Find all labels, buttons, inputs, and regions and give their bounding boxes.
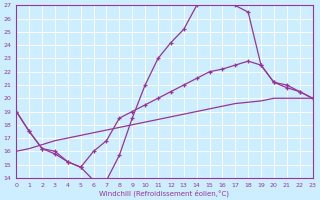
- X-axis label: Windchill (Refroidissement éolien,°C): Windchill (Refroidissement éolien,°C): [100, 189, 229, 197]
